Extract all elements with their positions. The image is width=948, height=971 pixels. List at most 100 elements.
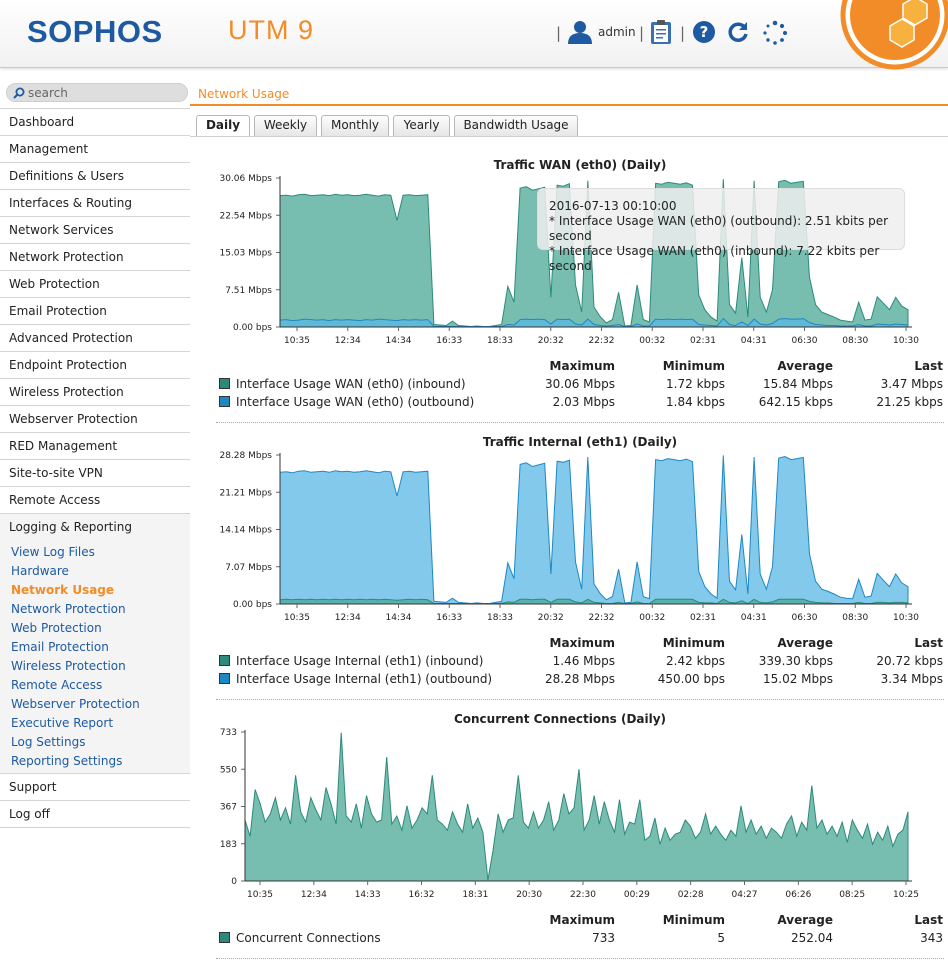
- x-tick-label: 08:30: [842, 336, 868, 346]
- tooltip-time: 2016-07-13 00:10:00: [549, 199, 677, 213]
- sidebar-item-dashboard[interactable]: Dashboard: [0, 109, 190, 136]
- chart-title: Concurrent Connections (Daily): [453, 712, 667, 726]
- sidebar-item-network-protection[interactable]: Network Protection: [0, 244, 190, 271]
- sidebar-item-endpoint-protection[interactable]: Endpoint Protection: [0, 352, 190, 379]
- tab-monthly[interactable]: Monthly: [321, 115, 389, 136]
- stat-last: 21.25 kbps: [876, 395, 943, 409]
- x-tick-label: 00:32: [639, 613, 665, 623]
- sidebar-item-definitions-users[interactable]: Definitions & Users: [0, 163, 190, 190]
- stat-avg: 339.30 kbps: [758, 654, 833, 668]
- tab-bandwidth-usage[interactable]: Bandwidth Usage: [454, 115, 578, 136]
- subnav-webserver-protection[interactable]: Webserver Protection: [11, 697, 140, 711]
- sidebar-item-interfaces-routing[interactable]: Interfaces & Routing: [0, 190, 190, 217]
- x-tick-label: 04:31: [741, 613, 767, 623]
- tab-yearly[interactable]: Yearly: [393, 115, 450, 136]
- subnav-view-log-files[interactable]: View Log Files: [11, 545, 95, 559]
- subnav-hardware[interactable]: Hardware: [11, 564, 69, 578]
- y-tick-label: 30.06 Mbps: [219, 174, 272, 184]
- user-name[interactable]: admin: [598, 25, 636, 39]
- legend-label: Interface Usage Internal (eth1) (inbound…: [236, 654, 484, 668]
- sidebar-nav: Dashboard Management Definitions & Users…: [0, 108, 190, 828]
- help-icon[interactable]: ?: [692, 20, 716, 47]
- reload-icon[interactable]: [726, 20, 750, 47]
- user-icon[interactable]: [567, 20, 593, 47]
- stats-header-last: Last: [914, 913, 943, 927]
- tab-weekly[interactable]: Weekly: [254, 115, 317, 136]
- stats-header-last: Last: [914, 636, 943, 650]
- x-tick-label: 22:30: [570, 890, 596, 900]
- sidebar-item-advanced-protection[interactable]: Advanced Protection: [0, 325, 190, 352]
- sophos-logo[interactable]: SOPHOS: [27, 14, 163, 49]
- subnav-log-settings[interactable]: Log Settings: [11, 735, 86, 749]
- x-tick-label: 14:34: [386, 613, 412, 623]
- sidebar-item-support[interactable]: Support: [0, 774, 190, 801]
- stats-header-maximum: Maximum: [549, 636, 615, 650]
- stat-max: 28.28 Mbps: [544, 672, 615, 686]
- x-tick-label: 16:33: [436, 336, 462, 346]
- y-tick-label: 28.28 Mbps: [219, 451, 272, 461]
- stat-last: 343: [920, 931, 943, 945]
- stat-max: 30.06 Mbps: [544, 377, 615, 391]
- y-tick-label: 0.00 bps: [233, 600, 272, 610]
- stat-last: 20.72 kbps: [876, 654, 943, 668]
- x-tick-label: 00:29: [624, 890, 650, 900]
- series-area: [279, 179, 909, 328]
- breadcrumb: Network Usage: [190, 83, 948, 106]
- subnav-wireless-protection[interactable]: Wireless Protection: [11, 659, 126, 673]
- x-tick-label: 10:35: [284, 336, 310, 346]
- legend-label: Concurrent Connections: [236, 931, 381, 945]
- stats-header-minimum: Minimum: [662, 636, 725, 650]
- sidebar-item-red-management[interactable]: RED Management: [0, 433, 190, 460]
- sidebar-item-log-off[interactable]: Log off: [0, 801, 190, 828]
- chart-title: Traffic Internal (eth1) (Daily): [482, 435, 678, 449]
- clipboard-icon[interactable]: [650, 19, 672, 48]
- sidebar-item-site-to-site-vpn[interactable]: Site-to-site VPN: [0, 460, 190, 487]
- x-tick-label: 20:32: [538, 613, 564, 623]
- tooltip-line: * Interface Usage WAN (eth0) (inbound): …: [549, 244, 880, 273]
- subnav-reporting-settings[interactable]: Reporting Settings: [11, 754, 123, 768]
- sidebar-item-network-services[interactable]: Network Services: [0, 217, 190, 244]
- y-tick-label: 7.51 Mbps: [225, 286, 272, 296]
- x-tick-label: 06:30: [792, 613, 818, 623]
- header-separator: |: [680, 24, 686, 42]
- x-tick-label: 12:34: [301, 890, 327, 900]
- x-tick-label: 20:32: [538, 336, 564, 346]
- x-tick-label: 10:30: [893, 613, 919, 623]
- header-separator: |: [556, 24, 562, 42]
- y-tick-label: 183: [220, 840, 237, 850]
- search-placeholder: search: [28, 86, 68, 100]
- sidebar-item-remote-access[interactable]: Remote Access: [0, 487, 190, 514]
- y-tick-label: 0.00 bps: [233, 323, 272, 333]
- y-tick-label: 14.14 Mbps: [219, 526, 272, 536]
- subnav-web-protection[interactable]: Web Protection: [11, 621, 102, 635]
- stats-header-maximum: Maximum: [549, 359, 615, 373]
- legend-label: Interface Usage Internal (eth1) (outboun…: [236, 672, 493, 686]
- x-tick-label: 10:35: [247, 890, 273, 900]
- subnav-remote-access[interactable]: Remote Access: [11, 678, 103, 692]
- stats-header-minimum: Minimum: [662, 359, 725, 373]
- sidebar-item-management[interactable]: Management: [0, 136, 190, 163]
- section-divider: [216, 699, 944, 700]
- traffic-internal-chart: 28.28 Mbps 21.21 Mbps 14.14 Mbps 7.07 Mbps 0…: [219, 451, 919, 623]
- stat-min: 2.42 kbps: [666, 654, 725, 668]
- stat-max: 2.03 Mbps: [552, 395, 615, 409]
- y-tick-label: 0: [231, 877, 237, 887]
- stats-header-last: Last: [914, 359, 943, 373]
- stat-min: 1.72 kbps: [666, 377, 725, 391]
- subnav-email-protection[interactable]: Email Protection: [11, 640, 109, 654]
- subnav-network-protection[interactable]: Network Protection: [11, 602, 126, 616]
- x-tick-label: 22:32: [589, 336, 615, 346]
- sidebar-item-logging-reporting[interactable]: Logging & Reporting: [0, 514, 190, 541]
- sidebar-item-web-protection[interactable]: Web Protection: [0, 271, 190, 298]
- subnav-network-usage[interactable]: Network Usage: [11, 583, 115, 597]
- svg-text:?: ?: [700, 23, 709, 41]
- legend-swatch: [219, 932, 230, 943]
- subnav-executive-report[interactable]: Executive Report: [11, 716, 114, 730]
- x-tick-label: 10:35: [284, 613, 310, 623]
- stat-min: 450.00 bps: [657, 672, 725, 686]
- tab-daily[interactable]: Daily: [196, 115, 250, 136]
- sidebar-item-webserver-protection[interactable]: Webserver Protection: [0, 406, 190, 433]
- search-input[interactable]: search: [6, 83, 188, 102]
- sidebar-item-wireless-protection[interactable]: Wireless Protection: [0, 379, 190, 406]
- sidebar-item-email-protection[interactable]: Email Protection: [0, 298, 190, 325]
